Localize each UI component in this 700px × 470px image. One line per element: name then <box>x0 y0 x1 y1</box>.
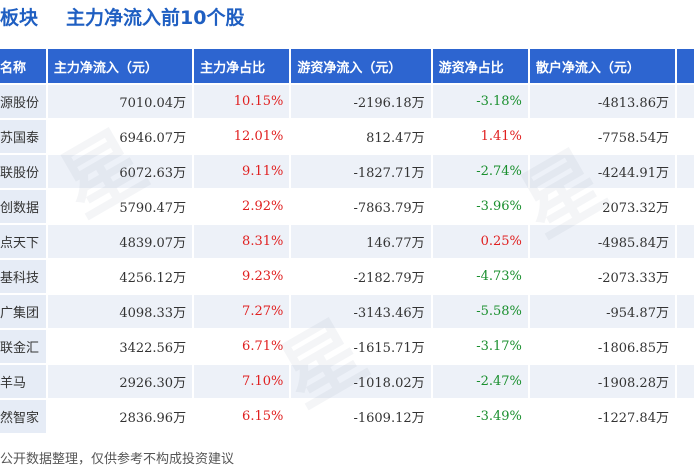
header-main-ratio[interactable]: 主力净占比 <box>192 49 290 83</box>
stock-name-cell: 联金汇 <box>0 328 46 363</box>
stock-name-cell: 基科技 <box>0 258 46 293</box>
main-inflow-cell: 2926.30万 <box>45 363 193 398</box>
main-inflow-cell: 5790.47万 <box>45 188 193 223</box>
table-row[interactable]: 苏国泰 6946.07万 12.01% 812.47万 1.41% -7758.54万 <box>0 118 694 153</box>
hot-money-ratio-cell: 1.41% <box>430 118 528 153</box>
retail-inflow-cell: -1806.85万 <box>527 328 675 363</box>
disclaimer: 公开数据整理，仅供参考不构成投资建议 <box>0 452 235 467</box>
hot-money-inflow-cell: -1609.12万 <box>289 398 431 433</box>
table-row[interactable]: 羊马 2926.30万 7.10% -1018.02万 -2.47% -1908.28万 <box>0 363 694 398</box>
main-ratio-cell: 7.10% <box>192 363 290 398</box>
main-ratio-cell: 2.92% <box>192 188 290 223</box>
hot-money-inflow-cell: -1827.71万 <box>289 153 431 188</box>
hot-money-inflow-cell: -3143.46万 <box>289 293 431 328</box>
hot-money-ratio-cell: -5.58% <box>430 293 528 328</box>
main-ratio-cell: 9.23% <box>192 258 290 293</box>
stock-name-cell: 广集团 <box>0 293 46 328</box>
hot-money-inflow-cell: -7863.79万 <box>289 188 431 223</box>
hot-money-ratio-cell: 0.25% <box>430 223 528 258</box>
header-name[interactable]: 名称 <box>0 49 46 83</box>
retail-inflow-cell: -2073.33万 <box>527 258 675 293</box>
main-inflow-cell: 3422.56万 <box>45 328 193 363</box>
main-ratio-cell: 9.11% <box>192 153 290 188</box>
extra-cell <box>674 363 694 398</box>
main-inflow-cell: 7010.04万 <box>45 83 193 118</box>
table-row[interactable]: 基科技 4256.12万 9.23% -2182.79万 -4.73% -2073.33万 <box>0 258 694 293</box>
hot-money-ratio-cell: -2.47% <box>430 363 528 398</box>
stock-name-cell: 然智家 <box>0 398 46 433</box>
title-bar: 板块 主力净流入前10个股 <box>0 0 700 40</box>
stock-name-cell: 苏国泰 <box>0 118 46 153</box>
hot-money-ratio-cell: -3.17% <box>430 328 528 363</box>
stock-name-cell: 联股份 <box>0 153 46 188</box>
header-hot-money-ratio[interactable]: 游资净占比 <box>430 49 528 83</box>
extra-cell <box>674 188 694 223</box>
extra-cell <box>674 258 694 293</box>
table-row[interactable]: 点天下 4839.07万 8.31% 146.77万 0.25% -4985.84万 <box>0 223 694 258</box>
extra-cell <box>674 398 694 433</box>
main-ratio-cell: 6.15% <box>192 398 290 433</box>
sector-title: 板块 <box>0 7 39 29</box>
table-row[interactable]: 源股份 7010.04万 10.15% -2196.18万 -3.18% -4813.86… <box>0 83 694 118</box>
main-inflow-cell: 4256.12万 <box>45 258 193 293</box>
retail-inflow-cell: 2073.32万 <box>527 188 675 223</box>
hot-money-ratio-cell: -3.18% <box>430 83 528 118</box>
hot-money-inflow-cell: -1018.02万 <box>289 363 431 398</box>
hot-money-ratio-cell: -4.73% <box>430 258 528 293</box>
main-ratio-cell: 6.71% <box>192 328 290 363</box>
hot-money-inflow-cell: -1615.71万 <box>289 328 431 363</box>
main-ratio-cell: 8.31% <box>192 223 290 258</box>
main-inflow-cell: 6946.07万 <box>45 118 193 153</box>
hot-money-inflow-cell: -2196.18万 <box>289 83 431 118</box>
main-inflow-cell: 6072.63万 <box>45 153 193 188</box>
retail-inflow-cell: -4985.84万 <box>527 223 675 258</box>
retail-inflow-cell: -4813.86万 <box>527 83 675 118</box>
table-row[interactable]: 然智家 2836.96万 6.15% -1609.12万 -3.49% -1227.84万 <box>0 398 694 433</box>
fund-flow-table: 名称 主力净流入（元） 主力净占比 游资净流入（元） 游资净占比 散户净流入（元… <box>0 49 694 433</box>
retail-inflow-cell: -954.87万 <box>527 293 675 328</box>
hot-money-ratio-cell: -3.49% <box>430 398 528 433</box>
table-row[interactable]: 创数据 5790.47万 2.92% -7863.79万 -3.96% 2073.32万 <box>0 188 694 223</box>
hot-money-inflow-cell: 146.77万 <box>289 223 431 258</box>
hot-money-inflow-cell: -2182.79万 <box>289 258 431 293</box>
table-row[interactable]: 广集团 4098.33万 7.27% -3143.46万 -5.58% -954.87万 <box>0 293 694 328</box>
main-inflow-cell: 4098.33万 <box>45 293 193 328</box>
retail-inflow-cell: -1227.84万 <box>527 398 675 433</box>
main-inflow-cell: 4839.07万 <box>45 223 193 258</box>
retail-inflow-cell: -4244.91万 <box>527 153 675 188</box>
main-inflow-cell: 2836.96万 <box>45 398 193 433</box>
stock-name-cell: 源股份 <box>0 83 46 118</box>
hot-money-ratio-cell: -3.96% <box>430 188 528 223</box>
extra-cell <box>674 328 694 363</box>
table-body: 源股份 7010.04万 10.15% -2196.18万 -3.18% -4813.86… <box>0 83 694 433</box>
retail-inflow-cell: -7758.54万 <box>527 118 675 153</box>
stock-name-cell: 羊马 <box>0 363 46 398</box>
retail-inflow-cell: -1908.28万 <box>527 363 675 398</box>
stock-name-cell: 创数据 <box>0 188 46 223</box>
table-row[interactable]: 联股份 6072.63万 9.11% -1827.71万 -2.74% -4244.91万 <box>0 153 694 188</box>
table-row[interactable]: 联金汇 3422.56万 6.71% -1615.71万 -3.17% -1806.85万 <box>0 328 694 363</box>
extra-cell <box>674 153 694 188</box>
extra-cell <box>674 118 694 153</box>
main-ratio-cell: 10.15% <box>192 83 290 118</box>
main-ratio-cell: 12.01% <box>192 118 290 153</box>
extra-cell <box>674 83 694 118</box>
stock-name-cell: 点天下 <box>0 223 46 258</box>
hot-money-inflow-cell: 812.47万 <box>289 118 431 153</box>
main-ratio-cell: 7.27% <box>192 293 290 328</box>
page-title: 主力净流入前10个股 <box>66 7 245 29</box>
extra-cell <box>674 293 694 328</box>
header-extra <box>674 49 694 83</box>
hot-money-ratio-cell: -2.74% <box>430 153 528 188</box>
table-header-row: 名称 主力净流入（元） 主力净占比 游资净流入（元） 游资净占比 散户净流入（元… <box>0 49 694 83</box>
header-retail-inflow[interactable]: 散户净流入（元） <box>527 49 675 83</box>
header-hot-money-inflow[interactable]: 游资净流入（元） <box>289 49 431 83</box>
extra-cell <box>674 223 694 258</box>
header-main-inflow[interactable]: 主力净流入（元） <box>45 49 193 83</box>
